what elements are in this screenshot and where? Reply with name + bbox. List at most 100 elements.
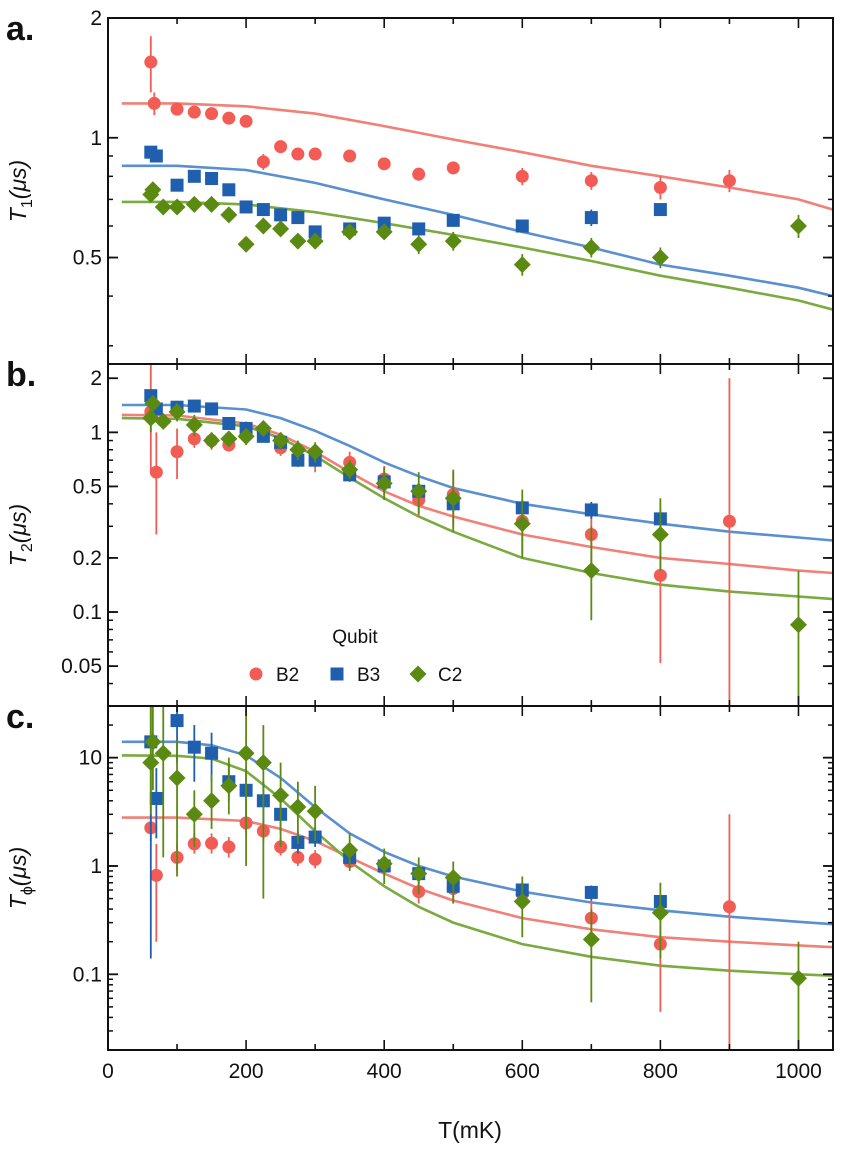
y-axis-label: Tϕ(μs) [5, 847, 36, 909]
data-point [237, 744, 255, 762]
data-point [308, 147, 322, 161]
data-point [291, 850, 305, 864]
data-point [582, 238, 600, 256]
fit-curves [121, 102, 833, 311]
data-point [170, 102, 184, 116]
data-point [582, 930, 600, 948]
panel-c: 0.1 1 10 c. Tϕ(μs) [5, 698, 834, 1051]
data-point [513, 256, 531, 274]
data-point [377, 216, 391, 230]
data-point [203, 792, 221, 810]
legend-marker [249, 667, 263, 681]
data-point [220, 206, 238, 224]
data-point [306, 443, 324, 461]
data-point [205, 402, 219, 416]
data-point [187, 399, 201, 413]
data-point [239, 114, 253, 128]
data-point [222, 840, 236, 854]
data-point [274, 140, 288, 154]
data-point [306, 232, 324, 250]
legend-title: Qubit [332, 627, 378, 648]
legend-label: B3 [357, 665, 380, 686]
data-point [142, 754, 160, 772]
data-point [412, 167, 426, 181]
data-point [203, 195, 221, 213]
data-point [410, 865, 428, 883]
y-axis-unit: (μs) [5, 160, 31, 199]
legend-marker [330, 667, 344, 681]
data-point [653, 180, 667, 194]
x-tick-label: 200 [229, 1060, 264, 1083]
legend-item-B3: B3 [330, 665, 380, 686]
data-point [144, 181, 162, 199]
y-ticks [108, 17, 833, 347]
data-point [513, 893, 531, 911]
y-axis-subscript: ϕ [19, 886, 36, 895]
data-point [582, 562, 600, 580]
data-point [375, 474, 393, 492]
series-B2 [144, 812, 736, 1050]
data-point [341, 841, 359, 859]
data-point [444, 232, 462, 250]
data-point [289, 798, 307, 816]
y-axis-subscript: 2 [19, 543, 36, 552]
data-point [584, 503, 598, 517]
fit-curve-B2 [121, 102, 833, 211]
data-point [168, 403, 186, 421]
data-point [154, 198, 172, 216]
data-point [170, 714, 184, 728]
y-axis-label: T2(μs) [5, 504, 36, 566]
data-point [144, 394, 162, 412]
data-point [651, 904, 669, 922]
data-point [254, 420, 272, 438]
y-tick-label: 0.1 [73, 601, 102, 624]
data-point [170, 445, 184, 459]
data-point [412, 222, 426, 236]
series-B2 [144, 36, 736, 200]
y-tick-label: 1 [90, 421, 102, 444]
x-tick-label: 600 [505, 1060, 540, 1083]
data-point [222, 111, 236, 125]
data-point [144, 55, 158, 69]
panel-letter: a. [6, 10, 34, 48]
x-ticks [107, 706, 800, 1050]
series-C2 [142, 181, 807, 276]
data-point [205, 836, 219, 850]
y-tick-label: 0.1 [73, 963, 102, 986]
y-tick-label: 1 [90, 855, 102, 878]
panel-letter: c. [6, 698, 34, 736]
series-C2 [142, 394, 807, 706]
data-point [584, 885, 598, 899]
x-ticks [107, 364, 800, 706]
y-axis-unit: (μs) [5, 504, 31, 543]
data-point [584, 174, 598, 188]
data-point [185, 805, 203, 823]
data-point [187, 432, 201, 446]
data-point [220, 777, 238, 795]
data-point [289, 441, 307, 459]
data-point [185, 195, 203, 213]
data-point [237, 427, 255, 445]
data-point [272, 432, 290, 450]
data-point [256, 155, 270, 169]
x-ticks [107, 18, 800, 364]
y-tick-label: 1 [90, 127, 102, 150]
y-tick-label: 2 [90, 367, 102, 390]
data-point [444, 869, 462, 887]
y-axis-unit: (μs) [5, 847, 31, 886]
data-point [237, 235, 255, 253]
data-point [513, 515, 531, 533]
data-point [306, 802, 324, 820]
legend-label: C2 [438, 665, 462, 686]
data-series [142, 36, 807, 276]
data-point [722, 174, 736, 188]
y-axis-label: T1(μs) [5, 160, 36, 222]
data-point [154, 744, 172, 762]
series-B3 [144, 389, 667, 529]
fit-curve-B3 [121, 740, 833, 926]
data-point [789, 969, 807, 987]
data-point [147, 96, 161, 110]
data-point [410, 235, 428, 253]
